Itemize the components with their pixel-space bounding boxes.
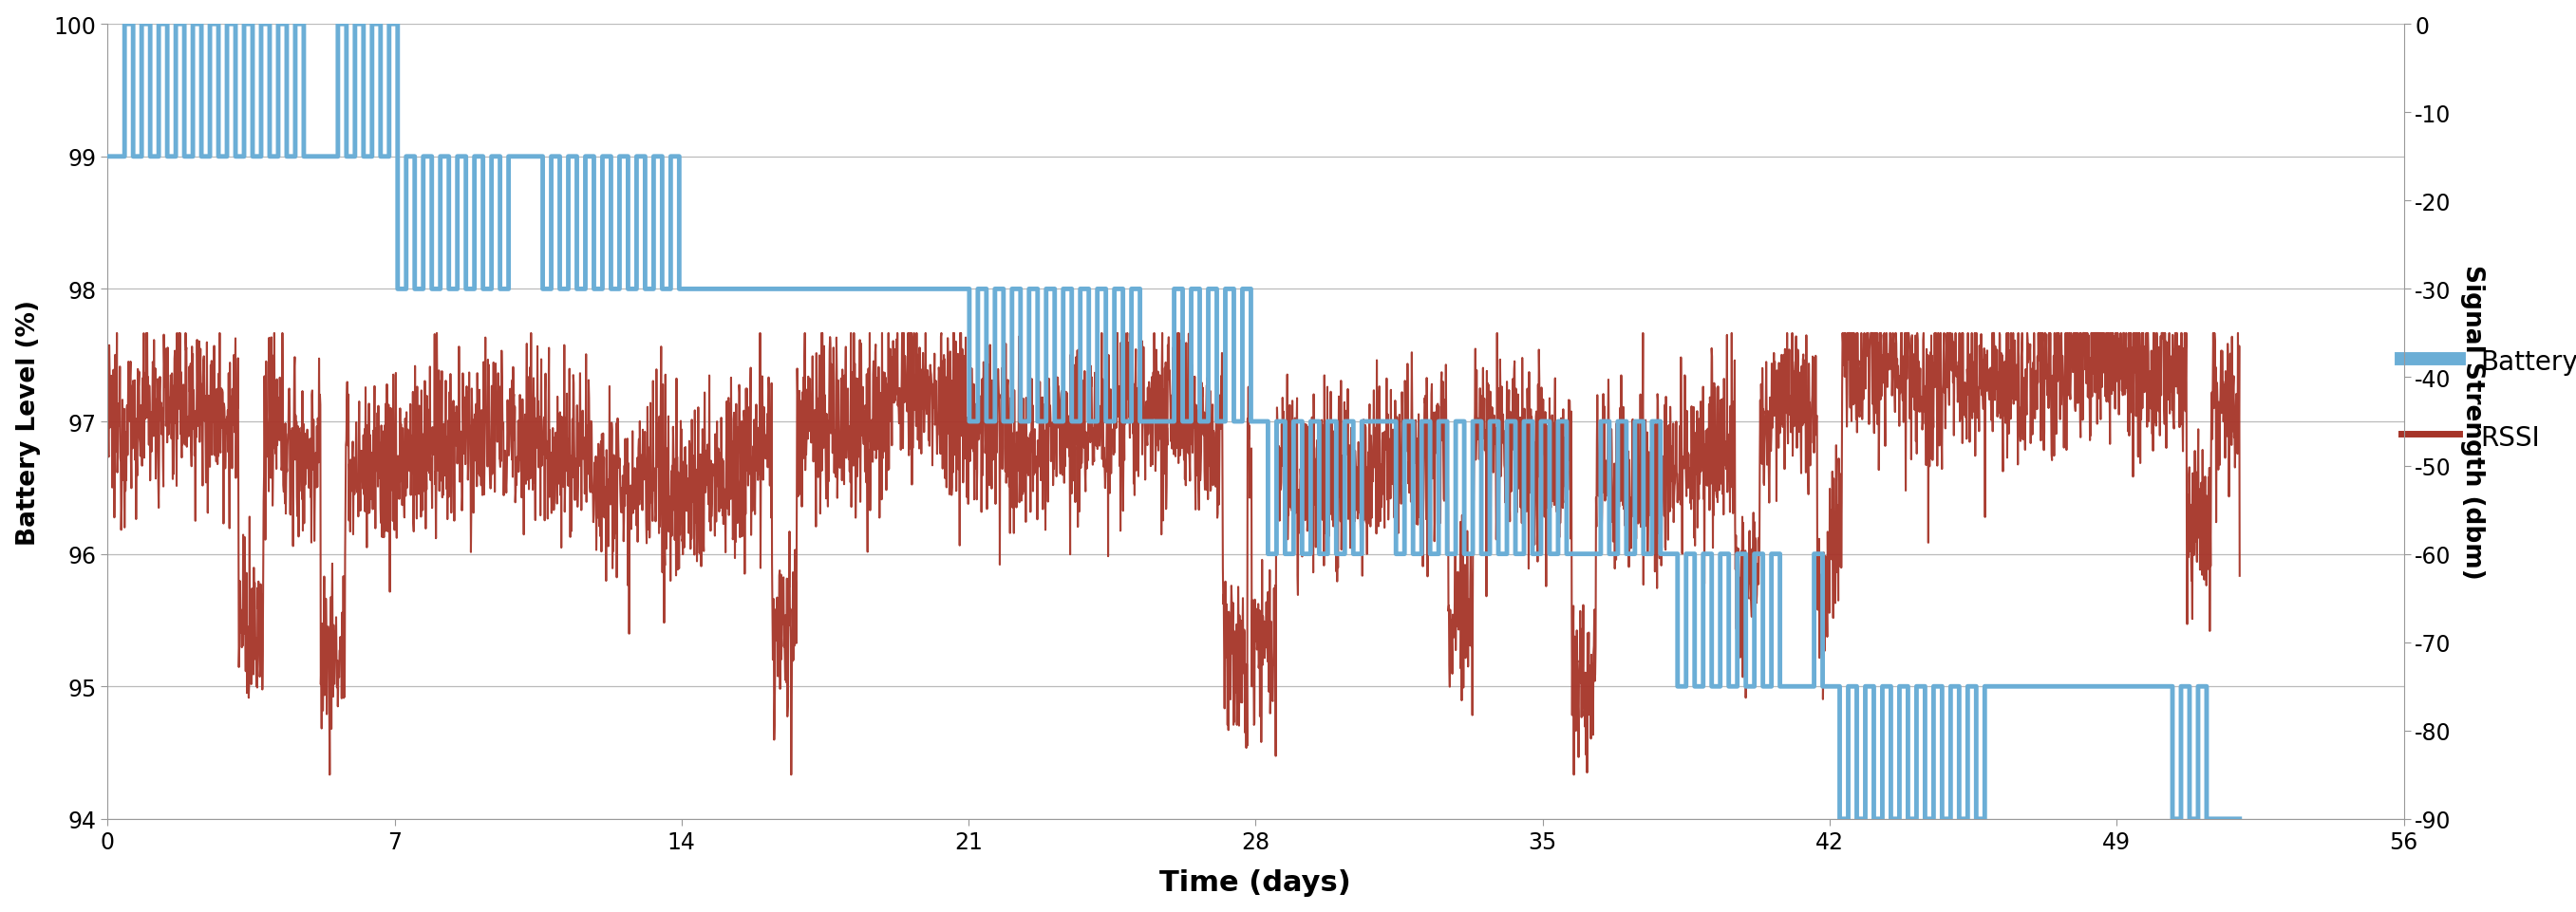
Y-axis label: Battery Level (%): Battery Level (%): [15, 299, 41, 544]
Y-axis label: Signal Strength (dbm): Signal Strength (dbm): [2460, 264, 2486, 579]
Legend: Battery, RSSI: Battery, RSSI: [2393, 340, 2576, 459]
X-axis label: Time (days): Time (days): [1159, 869, 1352, 896]
